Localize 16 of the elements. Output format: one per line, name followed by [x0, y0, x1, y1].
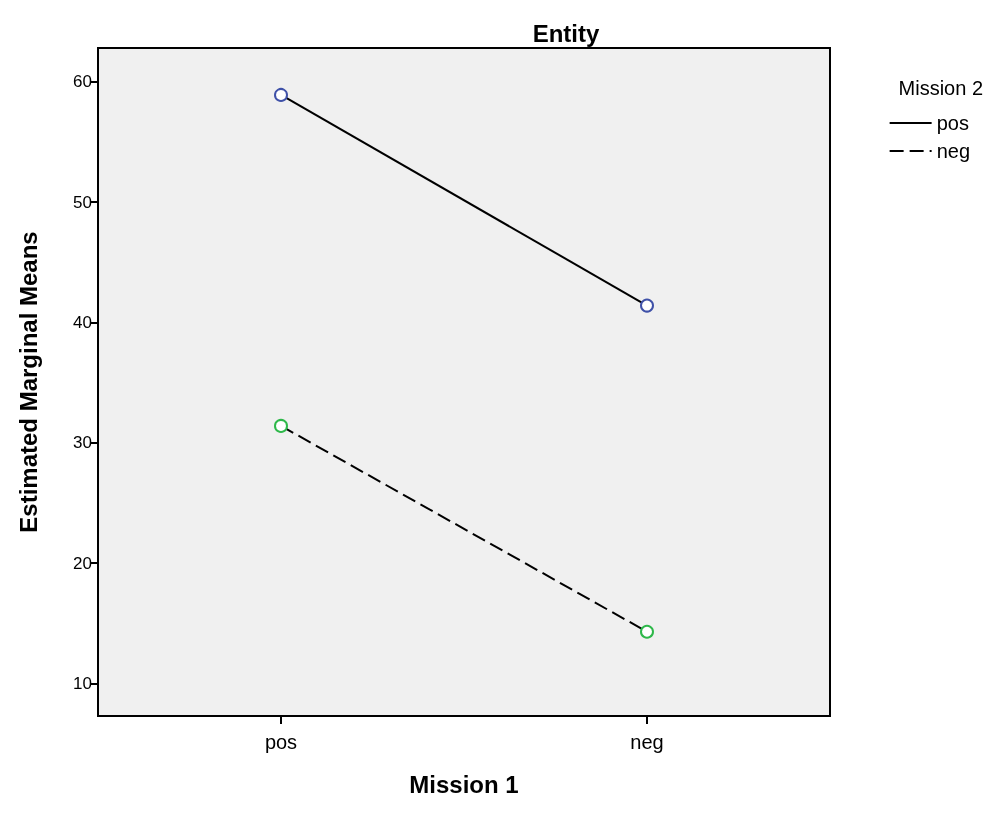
legend-label: neg	[936, 140, 971, 162]
point	[640, 624, 654, 639]
chart-title: Entity	[532, 19, 600, 47]
y-tick-label: 60	[73, 72, 92, 92]
point	[274, 87, 288, 102]
y-tick-label: 50	[73, 192, 92, 212]
x-axis-title: Mission 1	[409, 770, 519, 798]
y-tick-label: 40	[73, 312, 92, 332]
y-axis-title: Estimated Marginal Means	[14, 231, 42, 533]
point	[640, 298, 654, 313]
y-tick-label: 30	[73, 433, 92, 453]
y-tick-label: 10	[73, 674, 92, 693]
legend-title: Mission 2	[898, 77, 984, 99]
legend-label: pos	[936, 112, 969, 134]
point	[274, 418, 288, 433]
y-tick-label: 20	[73, 553, 92, 573]
